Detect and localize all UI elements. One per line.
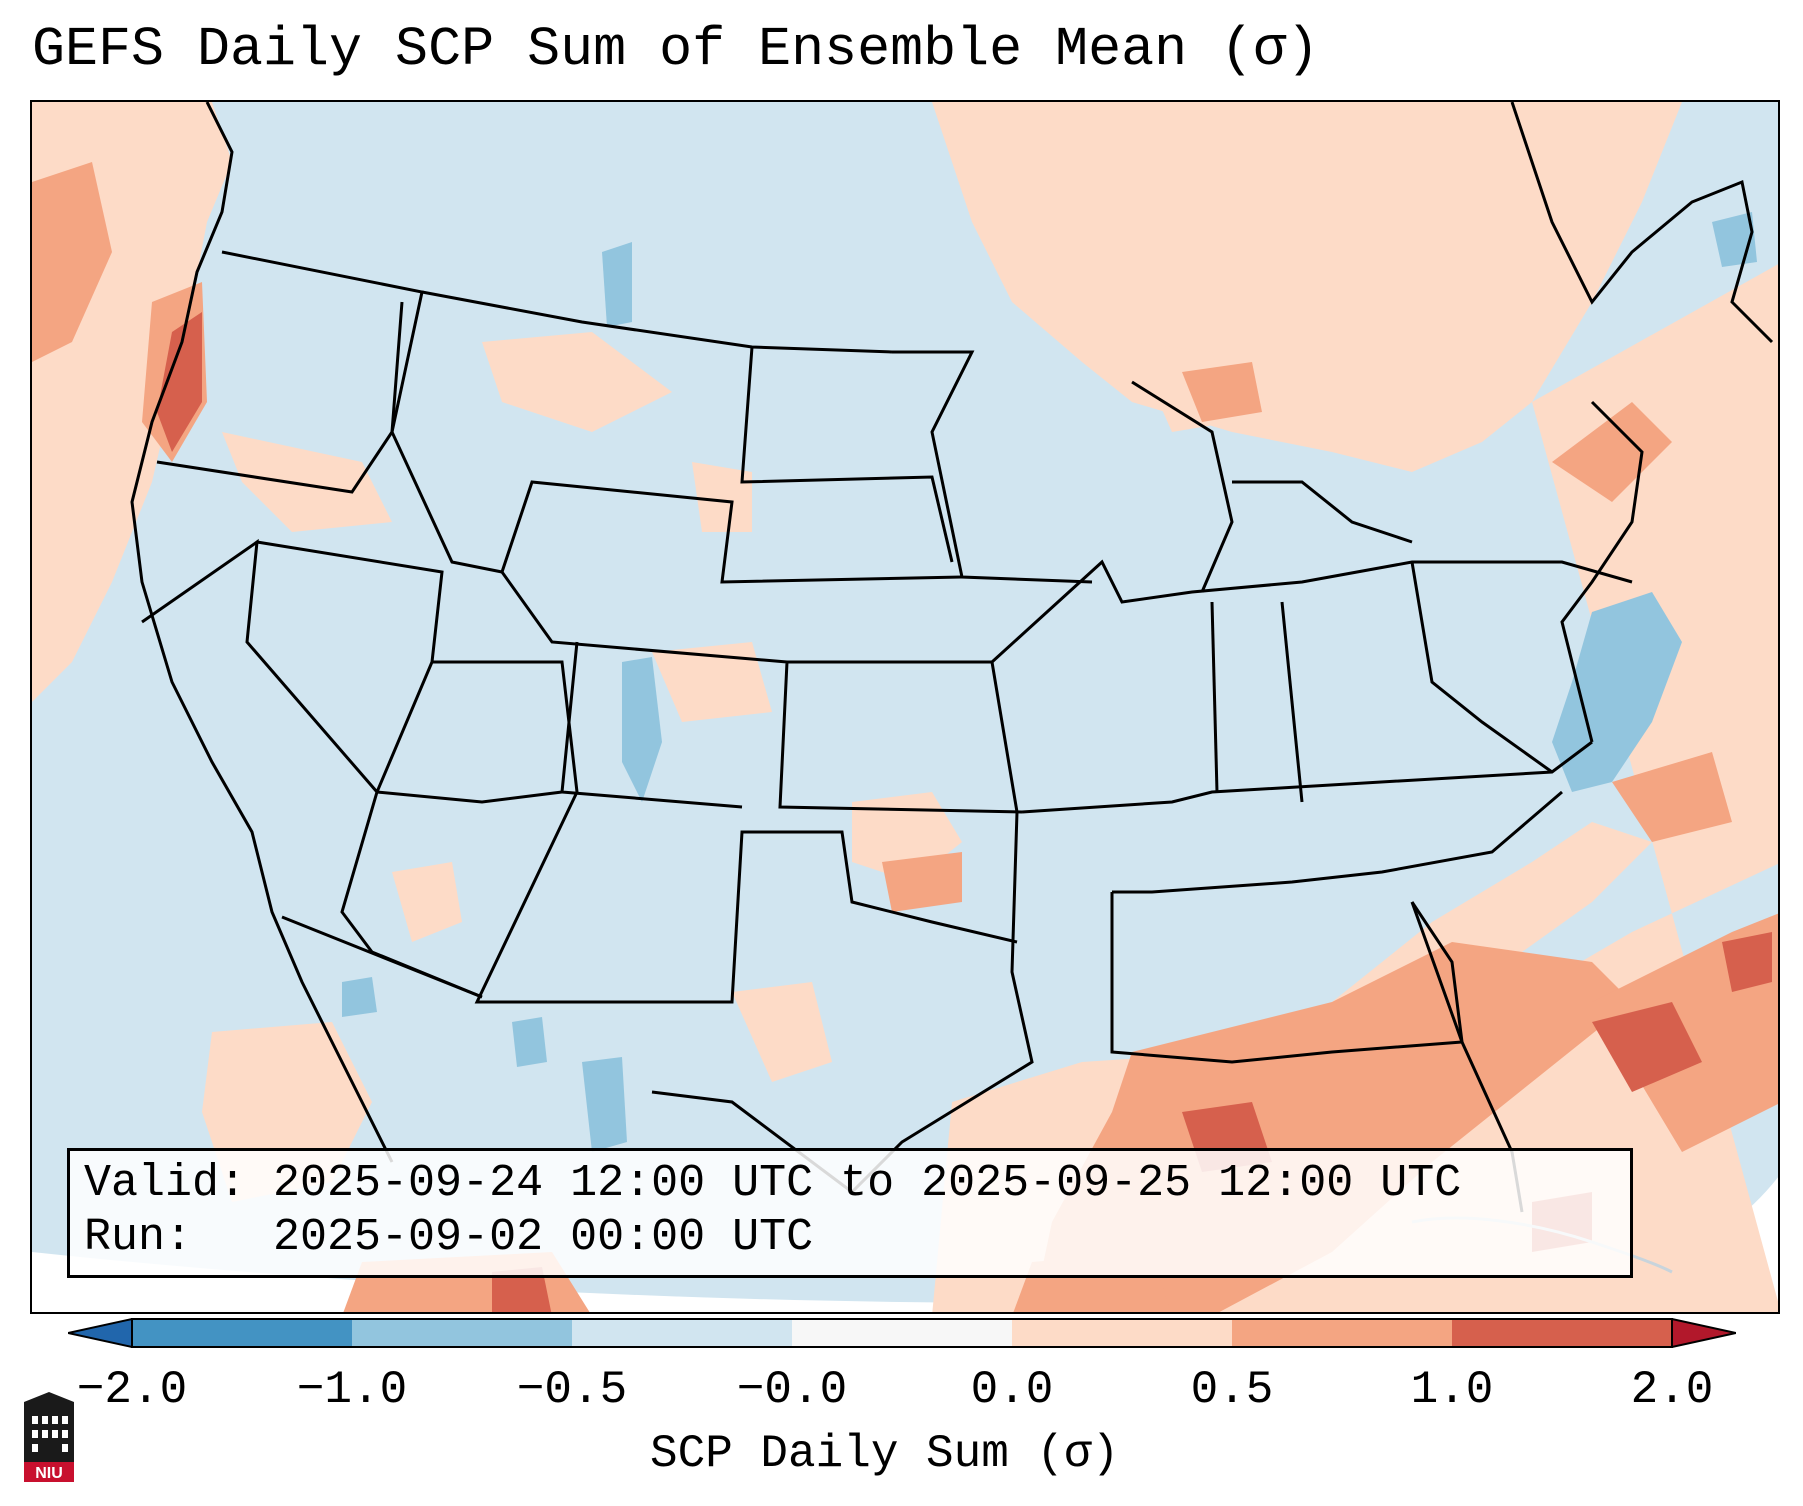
colorbar-extend-high [1671, 1318, 1736, 1348]
map-title: GEFS Daily SCP Sum of Ensemble Mean (σ) [32, 18, 1320, 81]
colorbar-tick-label: 1.0 [1410, 1364, 1494, 1416]
colorbar-bin [792, 1319, 1012, 1347]
colorbar-bin [132, 1319, 352, 1347]
colorbar-bin [1012, 1319, 1232, 1347]
colorbar-tick-label: −0.0 [736, 1364, 848, 1416]
colorbar-bin [1232, 1319, 1452, 1347]
colorbar-label: SCP Daily Sum (σ) [650, 1428, 1120, 1480]
colorbar-tick-label: 0.0 [970, 1364, 1054, 1416]
colorbar-tick-label: −1.0 [296, 1364, 408, 1416]
colorbar-bin [352, 1319, 572, 1347]
colorbar-tick-label: 0.5 [1190, 1364, 1274, 1416]
colorbar-bin [572, 1319, 792, 1347]
valid-time-box: Valid: 2025-09-24 12:00 UTC to 2025-09-2… [67, 1148, 1633, 1278]
niu-logo: NIU [24, 1392, 74, 1482]
colorbar-outline [131, 1318, 1673, 1348]
scp-map [32, 102, 1778, 1312]
field-weak-negative [342, 212, 1757, 1152]
colorbar-tick-label: 2.0 [1630, 1364, 1714, 1416]
colorbar-tick-label: −2.0 [76, 1364, 188, 1416]
colorbar [68, 1318, 1736, 1348]
valid-line: Valid: 2025-09-24 12:00 UTC to 2025-09-2… [84, 1158, 1462, 1209]
run-line: Run: 2025-09-02 00:00 UTC [84, 1212, 814, 1263]
colorbar-bin [1452, 1319, 1672, 1347]
colorbar-tick-label: −0.5 [516, 1364, 628, 1416]
colorbar-extend-low [68, 1318, 133, 1348]
map-panel [30, 100, 1780, 1314]
state-boundaries [130, 102, 1774, 1213]
niu-logo-text: NIU [35, 1465, 63, 1482]
